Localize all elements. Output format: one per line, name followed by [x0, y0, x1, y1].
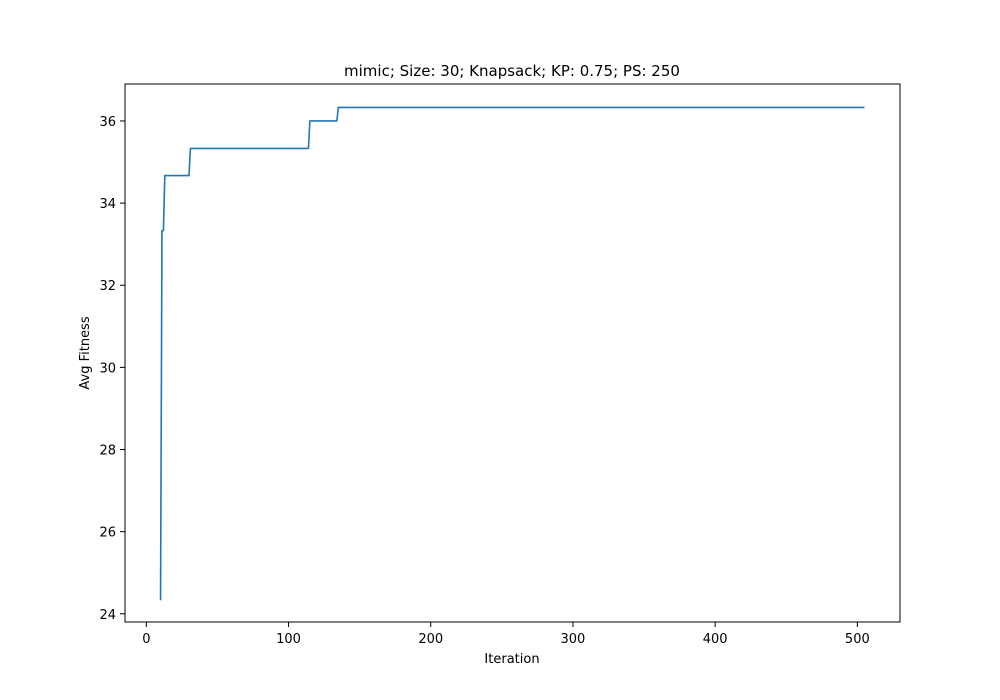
y-tick-label: 30 [99, 361, 116, 376]
y-tick-label: 36 [99, 115, 116, 130]
y-tick-label: 32 [99, 279, 116, 294]
plot-area [159, 106, 865, 601]
y-tick-label: 28 [99, 444, 116, 459]
axis-ticks: 0 100 200 300 400 500 24 26 28 30 32 34 36 [99, 115, 869, 647]
x-tick-label: 100 [276, 632, 301, 647]
x-tick-label: 0 [142, 632, 150, 647]
y-tick-label: 24 [99, 608, 116, 623]
x-tick-label: 200 [418, 632, 443, 647]
x-tick-label: 400 [703, 632, 728, 647]
y-tick-label: 34 [99, 197, 116, 212]
y-axis-label: Avg Fitness [78, 316, 93, 389]
y-tick-label: 26 [99, 526, 116, 541]
chart-title: mimic; Size: 30; Knapsack; KP: 0.75; PS:… [344, 62, 680, 80]
x-axis-label: Iteration [484, 652, 539, 667]
series-line-0 [159, 106, 865, 601]
x-tick-label: 500 [845, 632, 870, 647]
x-tick-label: 300 [561, 632, 586, 647]
axes-frame [124, 83, 901, 623]
